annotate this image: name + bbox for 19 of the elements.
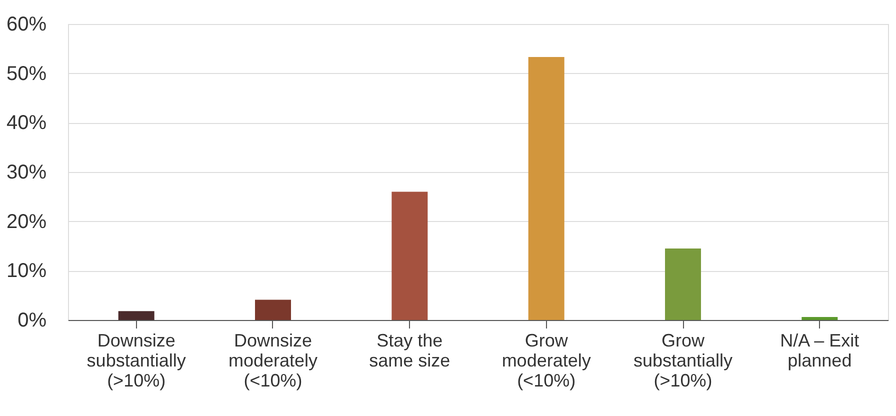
bar <box>802 317 838 320</box>
y-tick-label: 60% <box>6 14 47 36</box>
bar <box>528 57 564 320</box>
y-tick-label: 40% <box>6 112 47 134</box>
y-tick-label: 10% <box>6 260 47 282</box>
y-tick-label: 50% <box>6 62 47 85</box>
bar <box>665 248 701 320</box>
x-tick-label: N/A – Exit planned <box>780 330 860 370</box>
y-tick-label: 30% <box>6 162 47 184</box>
x-tick-label: Stay the same size <box>369 330 450 370</box>
bar <box>392 192 428 320</box>
y-tick-label: 0% <box>18 310 47 332</box>
x-tick-label: Grow substantially (>10%) <box>633 330 733 390</box>
bar <box>118 311 154 320</box>
x-tick-label: Downsize moderately (<10%) <box>228 330 318 390</box>
x-tick-label: Downsize substantially (>10%) <box>86 330 186 390</box>
y-tick-label: 20% <box>6 210 47 233</box>
x-tick-label: Grow moderately (<10%) <box>502 330 591 390</box>
bar <box>255 300 291 320</box>
